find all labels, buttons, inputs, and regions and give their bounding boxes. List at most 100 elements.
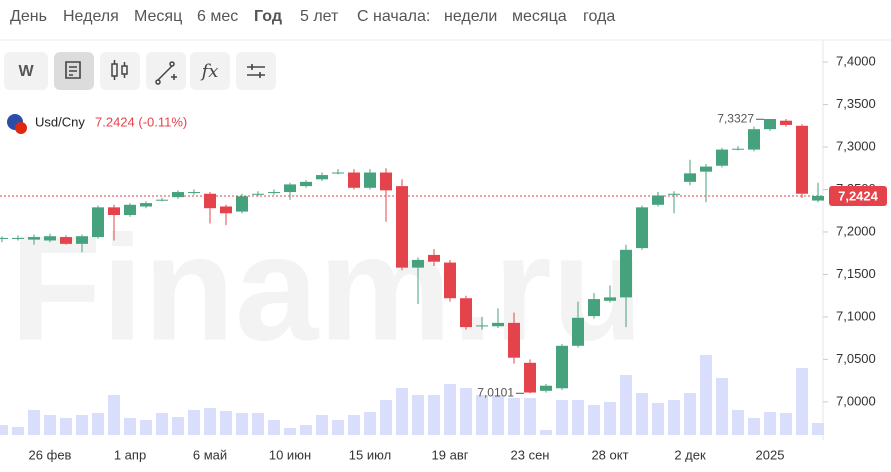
since-option[interactable]: недели [444, 8, 497, 25]
volume-bar [60, 418, 72, 435]
volume-bar [92, 413, 104, 435]
volume-bar [28, 410, 40, 435]
range-button[interactable]: День [10, 8, 47, 25]
candle-body [572, 317, 584, 346]
volume-bar [444, 384, 456, 435]
candle-body [124, 204, 136, 215]
x-tick-label: 10 июн [269, 447, 311, 462]
volume-bar [300, 425, 312, 435]
tool-button[interactable] [190, 52, 230, 90]
range-button[interactable]: Год [254, 8, 282, 25]
candle-body [700, 166, 712, 172]
volume-bar [156, 413, 168, 435]
volume-bar [540, 430, 552, 435]
volume-bar [684, 393, 696, 435]
range-button[interactable]: 6 мес [197, 8, 238, 25]
last-price-badge-label: 7,2424 [838, 188, 879, 203]
x-tick-label: 2025 [756, 447, 785, 462]
y-tick-label: 7,1500 [836, 266, 876, 281]
volume-bar [0, 425, 8, 435]
candle-body [780, 120, 792, 125]
candle-body [428, 254, 440, 262]
volume-bar [716, 378, 728, 435]
candle-body [252, 193, 264, 195]
volume-bar [412, 395, 424, 435]
candle-body [28, 237, 40, 240]
x-tick-label: 23 сен [511, 447, 550, 462]
tool-button[interactable] [236, 52, 276, 90]
x-tick-label: 19 авг [432, 447, 469, 462]
volume-bar [780, 413, 792, 435]
volume-bar [140, 420, 152, 435]
candle-body [716, 149, 728, 166]
candle-body [108, 207, 120, 215]
volume-bar [556, 400, 568, 435]
volume-bar [492, 395, 504, 435]
volume-bar [748, 418, 760, 435]
volume-bar [700, 355, 712, 435]
volume-bar [252, 413, 264, 435]
range-button[interactable]: Месяц [134, 8, 182, 25]
candle-body [604, 297, 616, 301]
candle-body [76, 236, 88, 244]
candle-body [44, 236, 56, 241]
candle-body [396, 186, 408, 268]
tool-label: W [18, 63, 34, 80]
range-button[interactable]: Неделя [63, 8, 119, 25]
candle-body [556, 345, 568, 389]
high-annotation: 7,3327 [717, 111, 754, 125]
candle-body [684, 173, 696, 182]
candle-body [172, 192, 184, 198]
candle-body [140, 203, 152, 207]
y-tick-label: 7,2000 [836, 223, 876, 238]
volume-bar [188, 410, 200, 435]
volume-bar [348, 415, 360, 435]
candle-body [364, 172, 376, 188]
volume-bar [620, 375, 632, 435]
tool-button[interactable] [4, 52, 48, 90]
candle-body [732, 148, 744, 150]
volume-bar [364, 412, 376, 435]
candle-body [524, 362, 536, 393]
candle-body [300, 181, 312, 187]
candle-body [588, 299, 600, 317]
volume-bar [268, 420, 280, 435]
volume-bar [508, 398, 520, 435]
y-tick-label: 7,0500 [836, 351, 876, 366]
volume-bar [764, 412, 776, 435]
candle-body [12, 237, 24, 239]
volume-bar [44, 415, 56, 435]
volume-bar [124, 418, 136, 435]
x-tick-label: 2 дек [674, 447, 706, 462]
candle-body [220, 206, 232, 214]
volume-bar [636, 393, 648, 435]
tool-icon [155, 61, 177, 85]
symbol: Usd/Cny [35, 114, 85, 129]
watermark: Finam.ru [10, 204, 643, 372]
y-tick-label: 7,3000 [836, 138, 876, 153]
since-option[interactable]: года [583, 8, 615, 25]
candle-body [636, 207, 648, 249]
volume-bar [668, 400, 680, 435]
candle-body [796, 125, 808, 194]
candle-body [540, 385, 552, 391]
low-annotation: 7,0101 [477, 385, 514, 399]
since-option[interactable]: месяца [512, 8, 567, 25]
volume-bar [732, 410, 744, 435]
candle-body [764, 119, 776, 130]
tool-button[interactable] [100, 52, 140, 90]
candle-body [156, 199, 168, 201]
range-button[interactable]: 5 лет [300, 8, 339, 25]
since-label: С начала: [357, 8, 430, 25]
volume-bar [12, 427, 24, 435]
candle-body [332, 172, 344, 174]
candle-body [0, 237, 8, 239]
volume-bar [460, 388, 472, 435]
tools: W fx [4, 52, 276, 90]
candle-body [652, 195, 664, 205]
y-tick-label: 7,0000 [836, 393, 876, 408]
volume-bar [796, 368, 808, 435]
flag-cn [15, 122, 27, 134]
candle-body [620, 249, 632, 298]
